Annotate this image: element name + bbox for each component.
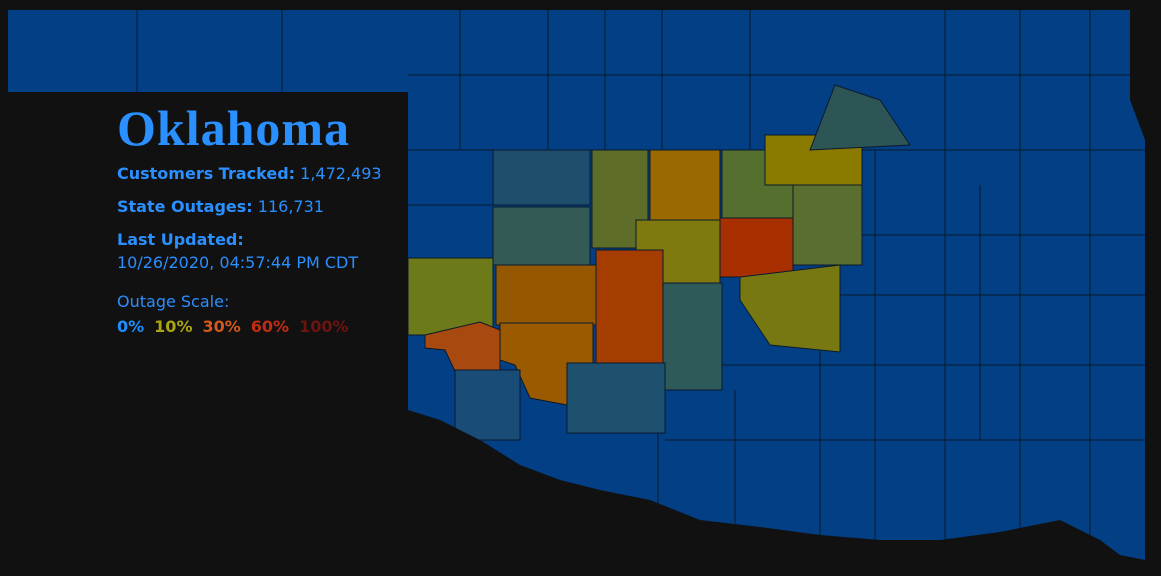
county [649, 149, 721, 221]
scale-item: 10% [154, 317, 193, 336]
background-cutout [0, 92, 408, 576]
county [739, 264, 841, 353]
county [809, 84, 911, 151]
updated-label: Last Updated: [117, 230, 244, 249]
stat-value: 1,472,493 [300, 164, 382, 183]
stat-label: Customers Tracked: [117, 164, 296, 183]
scale: 0% 10% 30% 60% 100% [117, 317, 382, 336]
county [492, 206, 591, 266]
county [595, 249, 664, 364]
county [719, 217, 794, 278]
county [492, 149, 591, 206]
county [792, 184, 863, 266]
county-borders [136, 10, 1145, 560]
scale-item: 100% [299, 317, 349, 336]
county [495, 264, 597, 326]
updated-value: 10/26/2020, 04:57:44 PM CDT [117, 253, 359, 272]
scale-item: 0% [117, 317, 145, 336]
stat-row: State Outages: 116,731 [117, 197, 382, 216]
scale-item: 30% [202, 317, 241, 336]
stat-row: Customers Tracked: 1,472,493 [117, 164, 382, 183]
info-panel: Oklahoma Customers Tracked: 1,472,493 St… [117, 100, 382, 336]
state-title: Oklahoma [117, 100, 351, 156]
stat-label: State Outages: [117, 197, 253, 216]
county [566, 362, 666, 434]
county [662, 282, 723, 391]
stat-value: 116,731 [257, 197, 324, 216]
scale-item: 60% [250, 317, 290, 336]
scale-title: Outage Scale: [117, 292, 230, 311]
county [454, 369, 521, 441]
